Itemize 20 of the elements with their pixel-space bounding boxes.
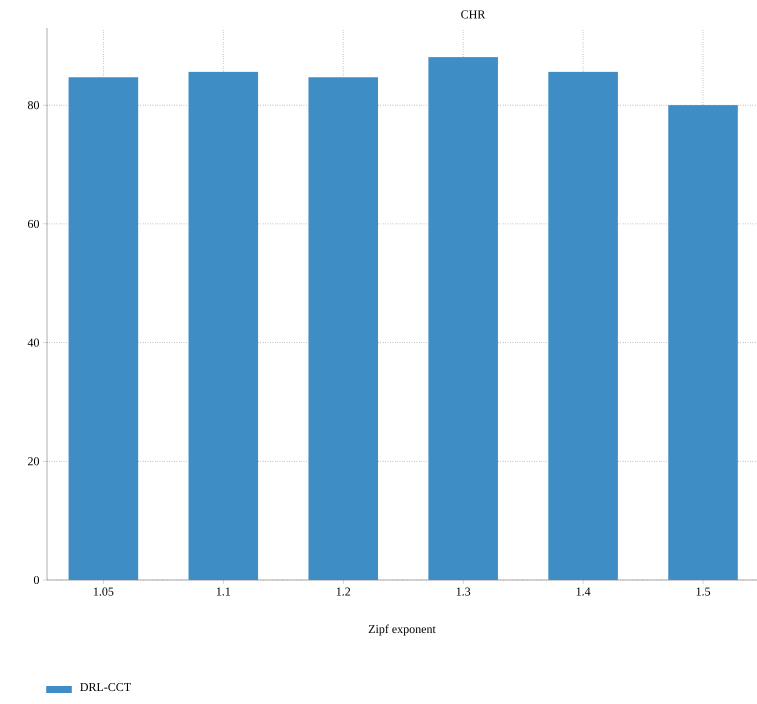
bar: [188, 72, 258, 580]
bar: [548, 72, 618, 580]
y-tick-label: 20: [28, 457, 40, 466]
x-tick-label: 1.4: [576, 588, 590, 596]
legend-label: DRL-CCT: [80, 683, 131, 692]
chart-title: CHR: [461, 10, 486, 18]
bar: [668, 105, 738, 580]
bar: [308, 77, 378, 580]
x-tick-label: 1.3: [456, 588, 470, 596]
bar: [68, 77, 138, 580]
y-tick-label: 60: [28, 220, 40, 228]
y-tick-label: 0: [34, 576, 40, 584]
bar: [428, 57, 498, 580]
x-tick-label: 1.1: [216, 588, 230, 596]
x-tick-label: 1.5: [696, 588, 710, 596]
x-tick-label: 1.2: [336, 588, 350, 596]
y-tick-label: 80: [28, 101, 40, 110]
x-axis-title: Zipf exponent: [368, 624, 436, 636]
y-tick-label: 40: [28, 338, 40, 347]
x-tick-label: 1.05: [94, 588, 114, 596]
